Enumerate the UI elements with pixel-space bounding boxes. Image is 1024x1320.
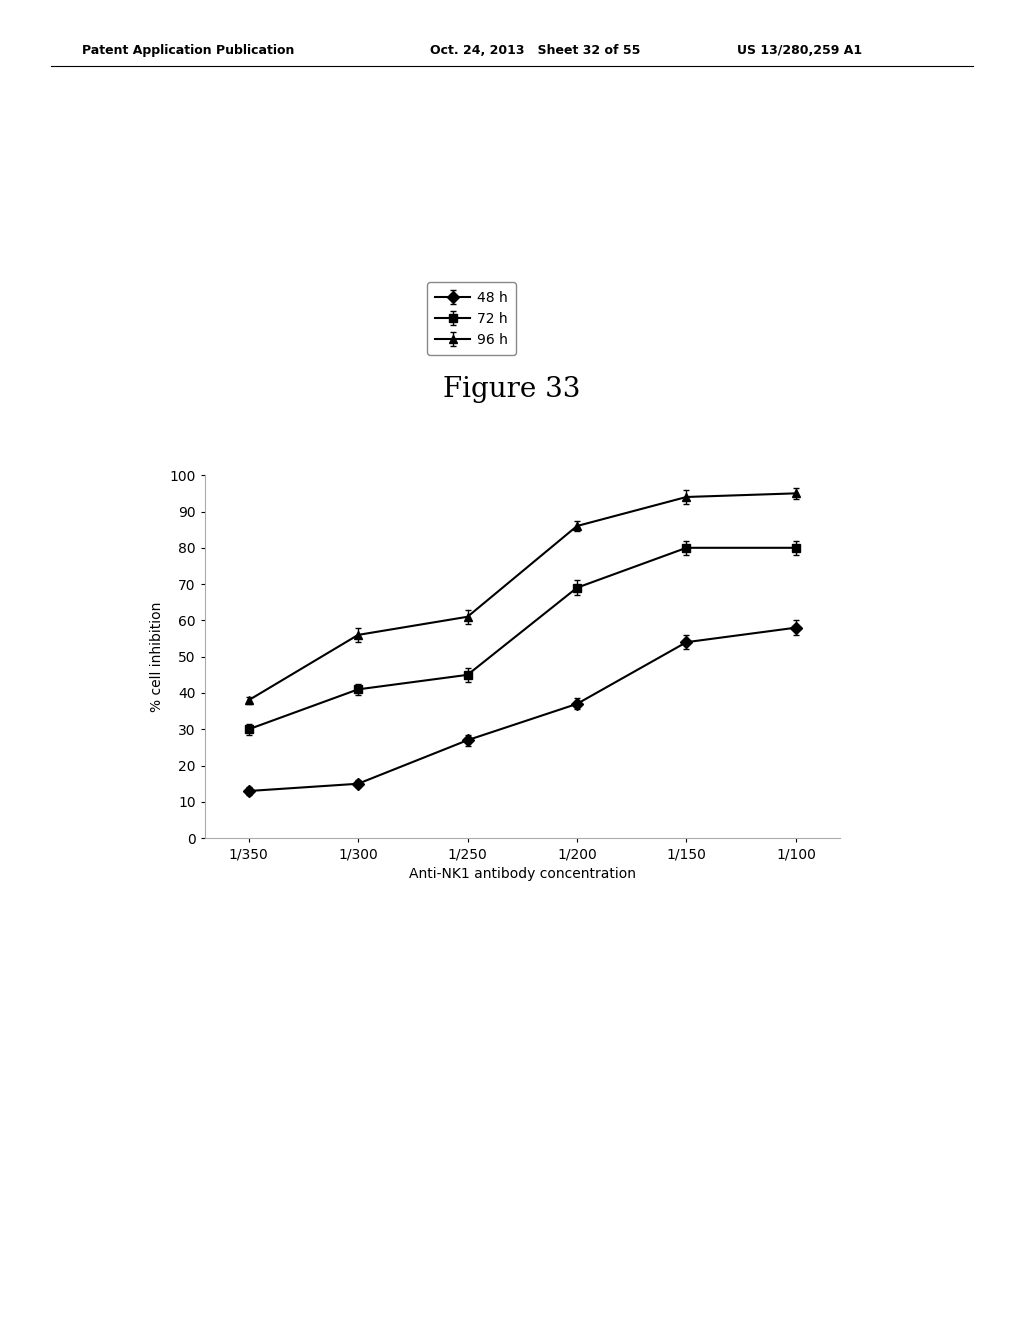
X-axis label: Anti-NK1 antibody concentration: Anti-NK1 antibody concentration: [409, 867, 636, 880]
Text: US 13/280,259 A1: US 13/280,259 A1: [737, 44, 862, 57]
Legend: 48 h, 72 h, 96 h: 48 h, 72 h, 96 h: [427, 282, 516, 355]
Y-axis label: % cell inhibition: % cell inhibition: [150, 602, 164, 711]
Text: Figure 33: Figure 33: [443, 376, 581, 403]
Text: Patent Application Publication: Patent Application Publication: [82, 44, 294, 57]
Text: Oct. 24, 2013   Sheet 32 of 55: Oct. 24, 2013 Sheet 32 of 55: [430, 44, 640, 57]
